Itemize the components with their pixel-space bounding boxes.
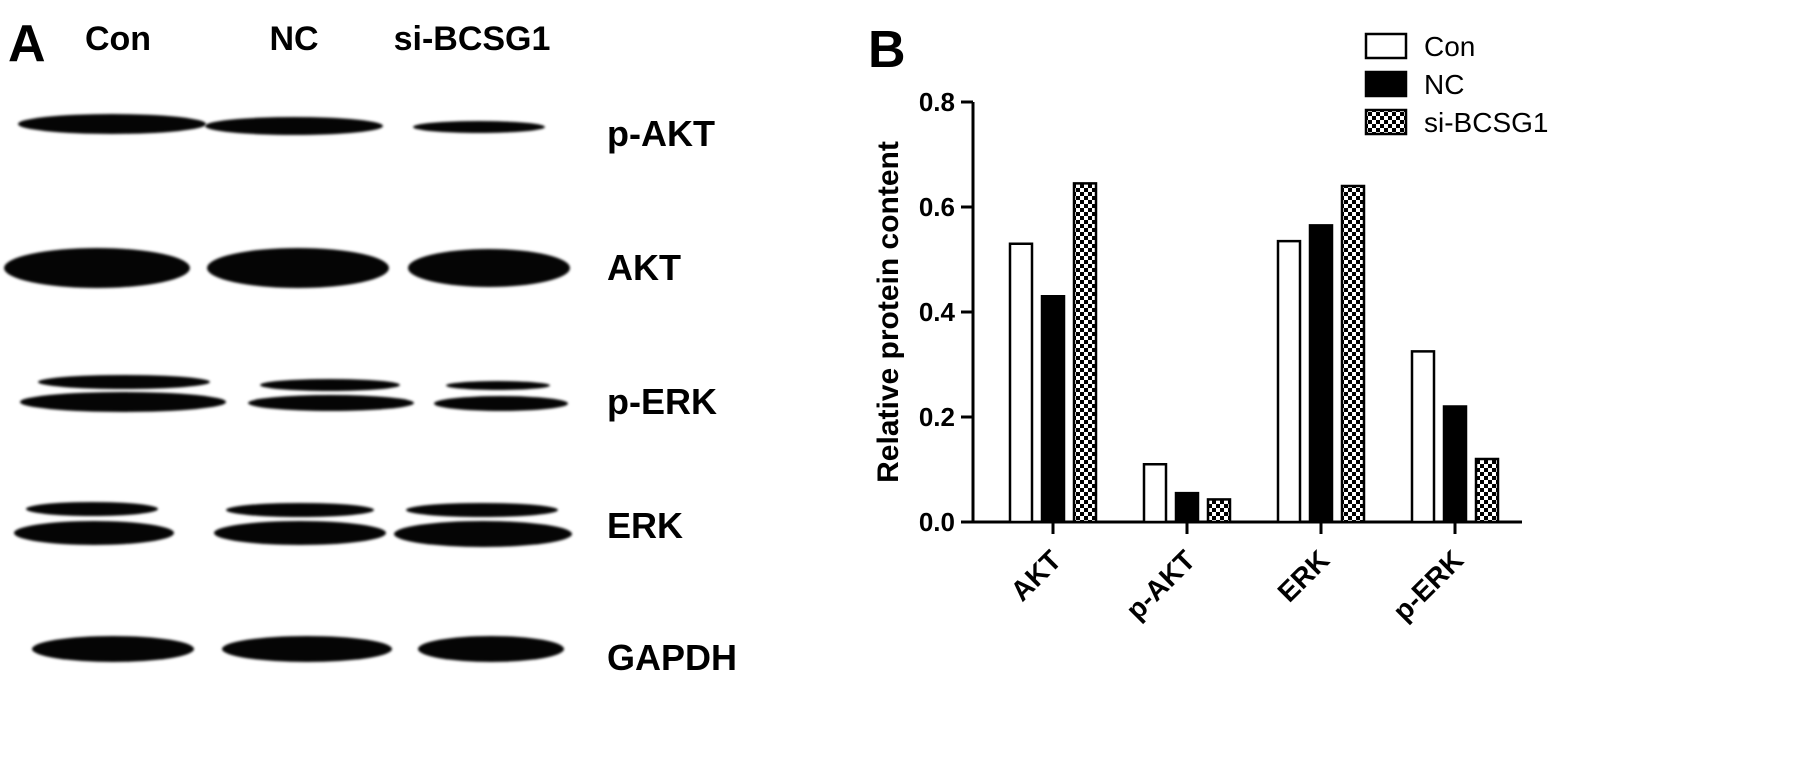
lane-label-con: Con [84,20,152,58]
blot-band-pakt-nc [205,117,383,135]
blot-band-erk-lower-nc [214,521,386,545]
legend-swatch [1364,108,1408,136]
legend-label: NC [1424,69,1464,100]
bar-nc-p-akt [1174,491,1200,524]
blot-band-pakt-con [18,114,206,134]
row-label-akt: AKT [607,247,681,288]
legend-swatch [1364,70,1408,98]
bar-si-bcsg1-p-erk [1474,457,1500,524]
x-tick-label: AKT [1005,544,1068,607]
row-label-gapdh: GAPDH [607,637,738,678]
blot-band-gapdh-si [418,636,564,662]
blot-band-perk-lower-con [20,392,226,412]
blot-band-gapdh-nc [222,636,392,662]
blot-band-akt-nc [207,248,389,288]
bar-si-bcsg1-erk [1340,184,1366,524]
y-tick-label: 0.0 [919,507,955,537]
blot-band-erk-lower-si [394,521,572,547]
bar-nc-p-erk [1442,405,1468,524]
bar-con-erk [1276,239,1302,524]
blot-band-perk-lower-nc [248,395,414,411]
blot-band-gapdh-con [32,636,194,662]
lane-label-si-bcsg1: si-BCSG1 [393,20,551,58]
panel-b-letter: B [868,21,906,79]
y-axis-label: Relative protein content [872,141,905,483]
blot-band-erk-upper-con [26,502,158,516]
blot-band-erk-upper-nc [226,503,374,517]
bar-con-p-akt [1142,463,1168,524]
y-tick-label: 0.4 [919,297,956,327]
lane-label-nc: NC [269,20,319,58]
blot-band-akt-con [4,248,190,288]
blot-band-pakt-si [413,121,545,133]
bar-con-akt [1008,242,1034,524]
row-label-erk: ERK [607,505,684,546]
x-tick-label: p-ERK [1387,544,1469,626]
blot-band-akt-si [408,249,570,287]
bar-con-p-erk [1410,350,1436,524]
x-tick-label: p-AKT [1120,544,1201,625]
panel-a-letter: A [8,15,46,73]
blot-band-perk-upper-si [446,381,550,390]
legend-label: Con [1424,31,1475,62]
row-label-perk: p-ERK [607,381,717,422]
blot-band-erk-upper-si [406,503,558,517]
legend-label: si-BCSG1 [1424,107,1548,138]
row-label-pakt: p-AKT [607,113,715,154]
blot-band-erk-lower-con [14,521,174,545]
y-tick-label: 0.6 [919,192,955,222]
bar-si-bcsg1-p-akt [1206,498,1232,524]
bar-si-bcsg1-akt [1072,182,1098,524]
blot-band-perk-upper-nc [260,379,400,391]
bar-nc-akt [1040,295,1066,524]
x-tick-label: ERK [1272,544,1336,608]
bar-nc-erk [1308,224,1334,524]
blot-band-perk-lower-si [434,396,568,411]
blot-band-perk-upper-con [38,375,210,389]
y-tick-label: 0.2 [919,402,955,432]
legend-swatch [1364,32,1408,60]
y-tick-label: 0.8 [919,87,955,117]
